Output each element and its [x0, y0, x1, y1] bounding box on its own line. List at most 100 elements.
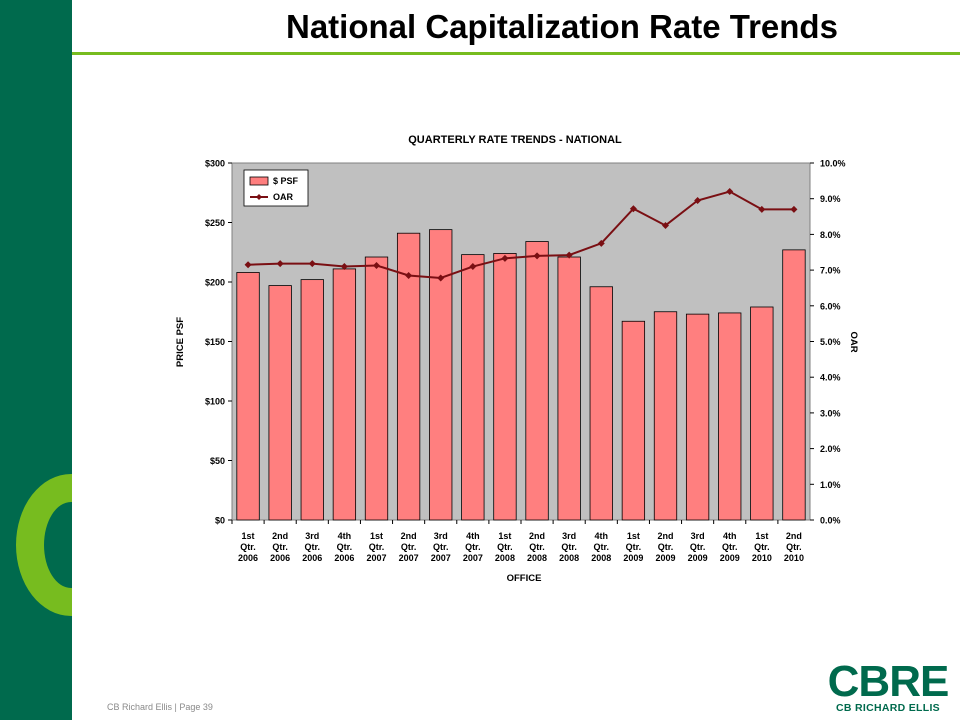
x-tick-label: 2009 — [688, 553, 708, 563]
bar-psf — [589, 286, 613, 521]
y2-tick-label: 9.0% — [820, 194, 841, 204]
oar-point — [501, 254, 509, 262]
x-tick-label: 2006 — [334, 553, 354, 563]
oar-point — [308, 260, 316, 268]
x-tick-label: Qtr. — [690, 542, 706, 552]
y-axis-label: PRICE PSF — [175, 317, 186, 367]
y-tick-label: $300 — [205, 159, 225, 169]
x-tick-label: 2007 — [431, 553, 451, 563]
bar-psf — [461, 254, 485, 521]
oar-point — [533, 252, 541, 260]
bar-psf — [268, 285, 292, 521]
x-tick-label: 4th — [466, 531, 480, 541]
chart-container: QUARTERLY RATE TRENDS - NATIONAL PRICE P… — [150, 120, 870, 590]
x-tick-label: Qtr. — [272, 542, 288, 552]
oar-point — [758, 205, 766, 213]
x-tick-label: 2009 — [720, 553, 740, 563]
x-tick-label: 2nd — [657, 531, 673, 541]
legend-label-oar: OAR — [273, 192, 294, 202]
legend-swatch-psf — [249, 176, 269, 186]
x-tick-label: 3rd — [434, 531, 448, 541]
x-tick-label: 3rd — [305, 531, 319, 541]
bar-psf — [493, 253, 517, 521]
x-tick-label: 1st — [370, 531, 383, 541]
y-tick-label: $50 — [210, 456, 225, 466]
x-tick-label: 2nd — [401, 531, 417, 541]
x-tick-label: 2010 — [784, 553, 804, 563]
y2-tick-label: 7.0% — [820, 266, 841, 276]
x-tick-label: Qtr. — [433, 542, 449, 552]
bar-psf — [525, 241, 549, 521]
bar-psf — [782, 249, 806, 521]
oar-point — [244, 261, 252, 269]
x-tick-label: 2006 — [238, 553, 258, 563]
oar-point — [629, 205, 637, 213]
x-tick-label: 2nd — [529, 531, 545, 541]
oar-point — [597, 239, 605, 247]
title-underline — [72, 52, 960, 55]
x-tick-label: Qtr. — [465, 542, 481, 552]
oar-point — [694, 196, 702, 204]
x-tick-label: 2007 — [399, 553, 419, 563]
x-tick-label: 1st — [627, 531, 640, 541]
x-tick-label: Qtr. — [497, 542, 513, 552]
x-tick-label: Qtr. — [529, 542, 545, 552]
x-tick-label: 2007 — [366, 553, 386, 563]
x-tick-label: Qtr. — [561, 542, 577, 552]
x-tick-label: 3rd — [562, 531, 576, 541]
left-sidebar — [0, 0, 72, 720]
oar-point — [340, 263, 348, 271]
bar-psf — [621, 320, 646, 521]
x-tick-label: 2006 — [270, 553, 290, 563]
x-tick-label: Qtr. — [240, 542, 256, 552]
slide-title: National Capitalization Rate Trends — [286, 8, 838, 45]
x-tick-label: Qtr. — [305, 542, 321, 552]
oar-point — [469, 263, 477, 271]
y2-tick-label: 5.0% — [820, 337, 841, 347]
x-tick-label: 2006 — [302, 553, 322, 563]
x-tick-label: 2009 — [655, 553, 675, 563]
x-tick-label: 1st — [498, 531, 511, 541]
x-tick-label: 2007 — [463, 553, 483, 563]
oar-point — [405, 271, 413, 279]
slide-footer: CB Richard Ellis | Page 39 — [107, 702, 213, 712]
bar-psf — [396, 232, 421, 521]
x-tick-label: Qtr. — [401, 542, 417, 552]
x-tick-label: Qtr. — [626, 542, 642, 552]
oar-point — [373, 261, 380, 269]
logo-subtitle: CB RICHARD ELLIS — [836, 702, 940, 714]
bar-psf — [236, 272, 260, 521]
x-tick-label: Qtr. — [337, 542, 353, 552]
x-tick-label: 1st — [242, 531, 255, 541]
y2-tick-label: 8.0% — [820, 230, 841, 240]
x-tick-label: Qtr. — [722, 542, 738, 552]
y-tick-label: $200 — [205, 278, 225, 288]
y2-tick-label: 2.0% — [820, 444, 841, 454]
oar-point — [726, 188, 734, 196]
oar-point — [437, 274, 445, 282]
cbre-logo: CBRE CB RICHARD ELLIS — [826, 660, 950, 715]
x-axis-label: OFFICE — [507, 573, 542, 584]
y2-tick-label: 0.0% — [820, 516, 841, 526]
y2-tick-label: 6.0% — [820, 301, 841, 311]
rate-trends-chart: QUARTERLY RATE TRENDS - NATIONAL PRICE P… — [175, 134, 859, 584]
y2-tick-label: 10.0% — [820, 159, 846, 169]
x-tick-label: 1st — [755, 531, 768, 541]
x-tick-label: 4th — [595, 531, 609, 541]
x-tick-label: 2008 — [527, 553, 547, 563]
oar-point — [565, 251, 573, 259]
bar-psf — [429, 229, 453, 521]
y2-tick-label: 1.0% — [820, 480, 841, 490]
x-tick-label: 2010 — [752, 553, 772, 563]
bar-psf — [364, 256, 389, 521]
y2-tick-label: 3.0% — [820, 408, 841, 418]
x-tick-label: 2nd — [786, 531, 802, 541]
x-tick-label: 2nd — [272, 531, 288, 541]
x-tick-label: Qtr. — [754, 542, 770, 552]
oar-point — [790, 205, 798, 213]
legend-marker-oar — [256, 194, 262, 200]
decorative-ring — [16, 474, 72, 616]
x-tick-label: Qtr. — [369, 542, 385, 552]
chart-title: QUARTERLY RATE TRENDS - NATIONAL — [408, 134, 622, 146]
bar-psf — [332, 268, 357, 521]
